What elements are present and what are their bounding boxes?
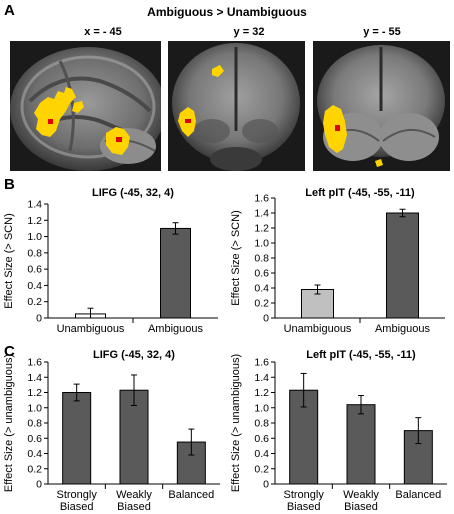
y-tick-label: 0.4 [27, 448, 42, 460]
y-tick-label: 0.4 [254, 283, 269, 295]
y-tick-label: 1.2 [27, 387, 42, 399]
x-tick-label: Strongly [56, 489, 97, 501]
x-tick-label: Strongly [283, 489, 324, 501]
bar [160, 227, 191, 319]
y-tick-label: 1.4 [27, 199, 42, 211]
bar [346, 404, 376, 485]
y-tick-label: 1.2 [27, 215, 42, 227]
y-tick-label: 0.6 [254, 268, 269, 280]
y-tick-label: 0.8 [27, 418, 42, 430]
bar-chart-lifg-bias: LIFG (-45, 32, 4) Effect Size (> unambigu… [3, 349, 220, 513]
y-tick-label: 0.8 [254, 418, 269, 430]
activation-clusters-sagittal [34, 87, 130, 155]
bar-chart-pit-bias: Left pIT (-45, -55, -11) Effect Size (> u… [230, 349, 447, 513]
y-tick-label: 0.4 [254, 448, 269, 460]
y-tick-label: 1.0 [27, 402, 42, 414]
y-tick-label: 0.2 [27, 463, 42, 475]
y-tick-label: 1.2 [254, 387, 269, 399]
y-tick-label: 0.6 [27, 264, 42, 276]
brain-slice-coronal-posterior [313, 41, 450, 171]
activation-clusters-coronal-anterior [178, 65, 224, 137]
panel-a-title: Ambiguous > Unambiguous [147, 5, 307, 19]
x-tick-label: Unambiguous [57, 323, 125, 335]
chart-title: Left pIT (-45, -55, -11) [306, 349, 416, 361]
x-tick-label: Biased [344, 501, 378, 513]
y-tick-label: 0.8 [27, 247, 42, 259]
chart-title: LIFG (-45, 32, 4) [93, 349, 175, 361]
y-tick-label: 1.0 [27, 231, 42, 243]
bar [62, 392, 92, 485]
brain-slice-label-2: y = 32 [233, 26, 265, 38]
x-tick-label: Weakly [116, 489, 152, 501]
x-tick-label: Biased [60, 501, 94, 513]
y-tick-label: 0.8 [254, 253, 269, 265]
panel-a-letter: A [4, 2, 15, 19]
y-tick-label: 1.2 [254, 223, 269, 235]
bar-chart-lifg-scn: LIFG (-45, 32, 4) Effect Size (> SCN) 0 0.2… [3, 187, 218, 335]
y-tick-label: 1.0 [254, 238, 269, 250]
x-tick-label: Biased [287, 501, 321, 513]
brain-slice-coronal-anterior [168, 41, 305, 171]
bar-chart-pit-scn: Left pIT (-45, -55, -11) Effect Size (> S… [230, 187, 445, 335]
y-tick-label: 0.6 [254, 433, 269, 445]
y-axis-label: Effect Size (> SCN) [230, 210, 242, 305]
y-tick-label: 1.4 [254, 372, 269, 384]
activation-clusters-coronal-posterior [323, 105, 383, 167]
brain-slice-label-3: y = - 55 [363, 26, 401, 38]
brain-slice-label-1: x = - 45 [84, 26, 122, 38]
bar [119, 389, 149, 485]
y-tick-label: 0.2 [254, 298, 269, 310]
bar [176, 441, 206, 485]
x-tick-label: Biased [117, 501, 151, 513]
chart-title: Left pIT (-45, -55, -11) [305, 187, 415, 199]
y-axis-label: Effect Size (> unambiguous) [3, 354, 15, 492]
bar [386, 212, 419, 319]
y-tick-label: 1.4 [27, 372, 42, 384]
x-tick-label: Weakly [343, 489, 379, 501]
y-axis-label: Effect Size (> SCN) [3, 213, 15, 308]
panel-b-letter: B [4, 176, 15, 193]
y-tick-label: 0.4 [27, 280, 42, 292]
y-tick-label: 0.6 [27, 433, 42, 445]
y-tick-label: 0.2 [27, 296, 42, 308]
y-tick-label: 0 [36, 313, 42, 325]
y-tick-label: 0 [36, 479, 42, 491]
y-tick-label: 1.6 [254, 193, 269, 205]
brain-slice-sagittal [10, 41, 161, 171]
x-tick-label: Unambiguous [284, 323, 352, 335]
panel-c-letter: C [4, 343, 15, 360]
y-tick-label: 1.0 [254, 402, 269, 414]
y-tick-label: 0.2 [254, 463, 269, 475]
y-axis-label: Effect Size (> unambiguous) [230, 354, 242, 492]
x-tick-label: Balanced [168, 489, 214, 501]
y-tick-label: 1.4 [254, 208, 269, 220]
x-tick-label: Ambiguous [148, 323, 204, 335]
y-tick-label: 0 [263, 479, 269, 491]
x-tick-label: Ambiguous [375, 323, 431, 335]
y-tick-label: 1.6 [254, 357, 269, 369]
chart-title: LIFG (-45, 32, 4) [92, 187, 174, 199]
y-tick-label: 0 [263, 313, 269, 325]
x-tick-label: Balanced [395, 489, 441, 501]
y-tick-label: 1.6 [27, 357, 42, 369]
